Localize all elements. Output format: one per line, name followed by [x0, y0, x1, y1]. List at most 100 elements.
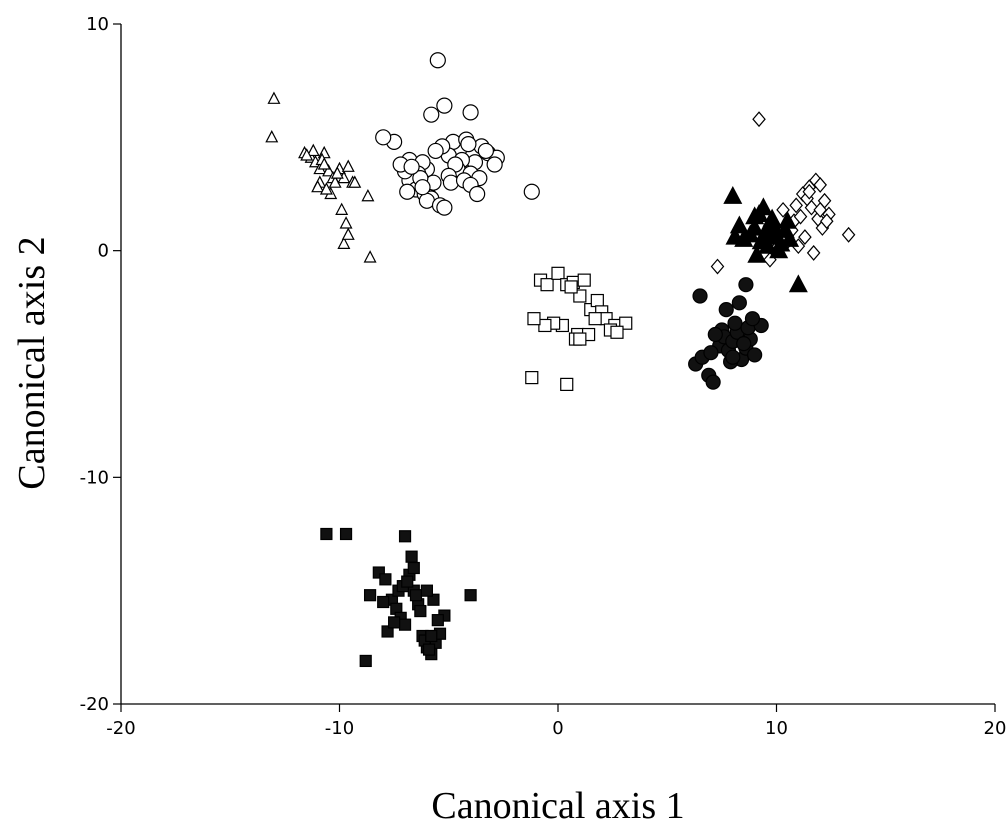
data-point-filled-circle [738, 277, 754, 293]
x-tick-label: -20 [106, 718, 135, 739]
data-point-open-triangle [348, 175, 362, 188]
data-point-open-square [560, 377, 574, 391]
data-point-filled-square [398, 618, 412, 631]
data-point-open-square [590, 293, 604, 308]
axis-ticks: -20 -10 0 10 20 10 0 -10 -20 [80, 14, 1007, 739]
data-point-open-triangle [265, 130, 279, 143]
data-point-filled-circle [744, 311, 761, 327]
data-point-open-diamond [789, 197, 803, 214]
data-point-open-triangle [300, 148, 314, 161]
data-point-open-diamond [841, 226, 856, 243]
data-point-open-triangle [322, 164, 336, 177]
data-point-filled-square [339, 527, 353, 541]
y-tick-label: 0 [98, 241, 109, 262]
data-point-open-circle [427, 142, 444, 160]
data-point-filled-square [398, 530, 412, 543]
data-point-filled-triangle [747, 244, 767, 263]
plot-frame [120, 24, 995, 705]
data-point-filled-square [388, 616, 401, 629]
data-point-filled-circle [731, 295, 747, 311]
data-point-open-triangle [330, 166, 344, 179]
data-point-open-circle [442, 174, 460, 191]
data-point-open-circle [399, 183, 416, 200]
data-point-open-triangle [337, 236, 351, 249]
data-point-filled-square [407, 561, 420, 575]
data-point-open-circle [477, 142, 494, 160]
data-point-open-circle [486, 156, 503, 173]
data-point-open-diamond [793, 208, 808, 225]
data-point-filled-square [422, 643, 436, 656]
data-points [265, 52, 856, 668]
data-point-filled-square [464, 589, 477, 602]
data-point-filled-square [431, 614, 444, 627]
data-point-filled-circle [707, 326, 723, 343]
data-point-filled-square [409, 589, 423, 602]
data-point-open-triangle [267, 91, 281, 104]
data-point-open-circle [436, 199, 453, 216]
data-point-filled-circle [705, 374, 721, 390]
data-point-open-square [540, 278, 554, 292]
data-point-filled-circle [747, 347, 763, 363]
data-point-open-triangle [341, 227, 355, 240]
data-point-filled-circle [736, 336, 752, 352]
data-point-filled-triangle [745, 206, 765, 225]
data-point-filled-square [427, 593, 440, 606]
data-point-filled-square [401, 575, 414, 588]
data-point-filled-triangle [788, 274, 808, 293]
data-point-open-diamond [813, 201, 827, 218]
data-point-open-triangle [339, 216, 353, 229]
data-point-open-diamond [798, 229, 812, 245]
data-point-open-circle [403, 158, 420, 175]
data-point-filled-circle [725, 349, 741, 365]
data-point-filled-square [405, 550, 418, 563]
data-point-open-diamond [802, 183, 817, 200]
data-point-open-circle [423, 106, 440, 123]
x-axis-title: Canonical axis 1 [431, 785, 684, 827]
data-point-filled-square [379, 573, 392, 586]
data-point-open-square [551, 266, 565, 280]
data-point-filled-triangle [769, 240, 789, 259]
data-point-open-circle [469, 185, 486, 203]
y-tick-label: -10 [80, 467, 109, 488]
x-tick-label: -10 [325, 718, 354, 739]
data-point-filled-square [425, 629, 438, 643]
data-point-filled-square [414, 604, 427, 618]
data-point-open-triangle [341, 159, 355, 172]
data-point-open-circle [462, 104, 479, 121]
data-point-open-square [577, 273, 591, 287]
data-point-open-triangle [335, 202, 349, 215]
data-point-open-triangle [306, 143, 320, 157]
data-point-open-diamond [776, 201, 790, 218]
data-point-filled-square [363, 589, 377, 602]
data-point-open-square [588, 312, 602, 326]
data-point-open-triangle [311, 179, 325, 193]
data-point-filled-triangle [777, 210, 797, 229]
data-point-filled-square [320, 527, 333, 541]
data-point-filled-triangle [725, 226, 745, 245]
data-point-filled-square [420, 584, 433, 597]
data-point-open-square [610, 325, 624, 339]
data-point-open-square [564, 280, 578, 294]
data-point-open-circle [429, 52, 446, 69]
data-point-filled-triangle [723, 185, 743, 204]
data-point-open-diamond [819, 213, 834, 230]
data-point-filled-circle [703, 345, 719, 361]
data-point-open-square [525, 371, 539, 385]
data-point-open-circle [414, 179, 431, 196]
data-point-filled-triangle [760, 213, 780, 232]
data-point-open-diamond [752, 111, 766, 128]
data-point-filled-circle [692, 288, 708, 304]
x-tick-label: 0 [552, 718, 563, 739]
data-point-open-triangle [319, 182, 333, 195]
data-point-open-triangle [361, 188, 375, 202]
data-point-open-square [527, 312, 541, 326]
y-tick-label: -20 [80, 694, 109, 715]
data-point-open-circle [523, 183, 540, 200]
x-tick-label: 10 [765, 718, 788, 739]
data-point-open-square [573, 332, 587, 346]
data-point-filled-triangle [740, 224, 760, 243]
data-point-filled-square [381, 625, 394, 638]
data-point-open-diamond [813, 177, 827, 193]
data-point-filled-circle [727, 315, 743, 331]
